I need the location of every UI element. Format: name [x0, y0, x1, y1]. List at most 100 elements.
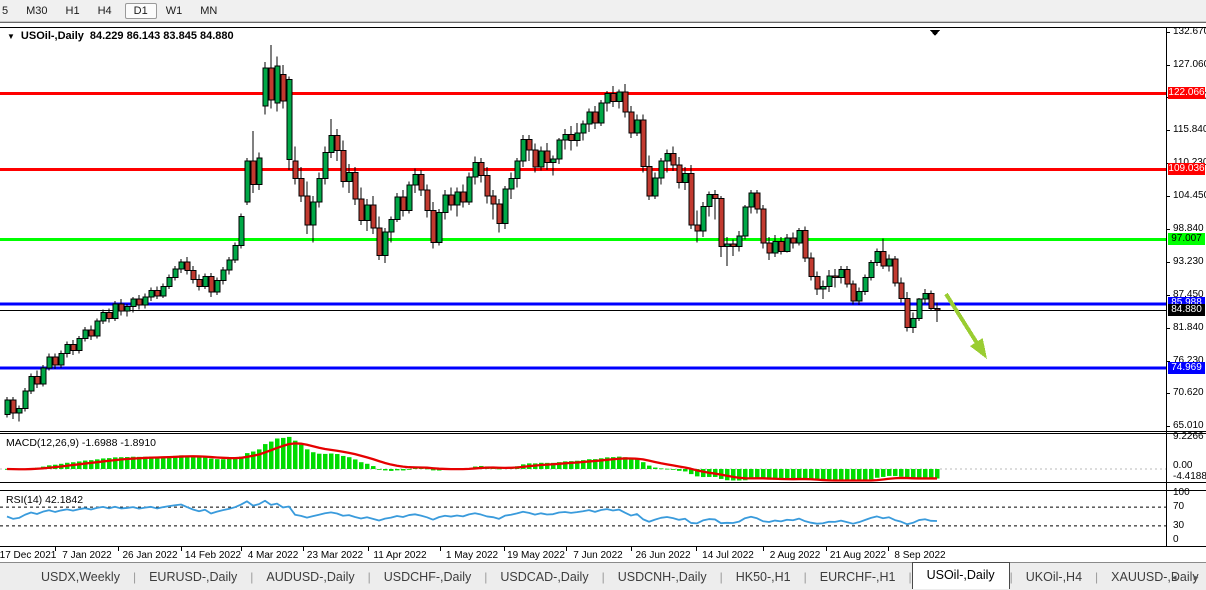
timeframe-button-m30[interactable]: M30: [26, 4, 48, 17]
tab-scroll-controls: ◄ ►: [1170, 573, 1200, 582]
price-line-label-74.969: 74.969: [1168, 361, 1205, 374]
tab-separator: |: [803, 569, 807, 584]
rsi-pane-top-border: [0, 490, 1206, 491]
date-label: 17 Dec 2021: [0, 550, 57, 561]
down-arrow-head[interactable]: [969, 338, 987, 359]
symbol-tab-xauusd-daily[interactable]: XAUUSD-,Daily: [1111, 569, 1199, 584]
macd-pane-canvas[interactable]: [0, 434, 1166, 482]
chart-title: ▼ USOil-,Daily 84.229 86.143 83.845 84.8…: [7, 30, 234, 42]
price-tick-label: 127.060: [1173, 58, 1206, 70]
price-tick-mark: [1167, 393, 1170, 395]
price-tick-mark: [1167, 360, 1170, 362]
date-label: 2 Aug 2022: [769, 550, 821, 561]
date-axis[interactable]: 17 Dec 2021 7 Jan 2022 26 Jan 2022 14 Feb 2…: [0, 547, 1166, 563]
date-label: 23 Mar 2022: [306, 550, 364, 561]
tab-scroll-right-icon[interactable]: ►: [1192, 573, 1200, 582]
date-tick-mark: [631, 547, 632, 551]
macd-axis-min: -4.4188: [1173, 471, 1206, 482]
symbol-tab-eurchf-h1[interactable]: EURCHF-,H1: [819, 569, 896, 584]
rsi-pane-canvas[interactable]: [0, 491, 1166, 546]
main-pane-bottom-border: [0, 431, 1206, 432]
date-label: 14 Feb 2022: [184, 550, 242, 561]
timeframe-toolbar: 5 M30 H1 H4 D1 W1 MN: [0, 0, 1206, 22]
price-chart-canvas[interactable]: [0, 28, 1166, 431]
date-tick-mark: [566, 547, 567, 551]
price-tick-label: 65.010: [1173, 419, 1204, 431]
macd-pane-top-border: [0, 433, 1206, 434]
price-tick-label: 110.230: [1173, 157, 1206, 168]
price-tick-mark: [1167, 32, 1170, 33]
symbol-tab-usoil-daily[interactable]: USOil-,Daily: [911, 561, 1010, 589]
timeframe-button-h4[interactable]: H4: [97, 4, 112, 17]
date-tick-mark: [241, 547, 242, 551]
rsi-pane-bottom-border: [0, 546, 1206, 547]
date-label: 7 Jun 2022: [573, 550, 623, 561]
collapse-triangle-icon[interactable]: ▼: [7, 31, 15, 41]
date-label: 19 May 2022: [507, 550, 565, 561]
price-tick-mark: [1167, 130, 1170, 131]
tab-separator: |: [908, 569, 912, 584]
price-tick-mark: [1167, 228, 1170, 230]
symbol-tab-usdcad-daily[interactable]: USDCAD-,Daily: [500, 569, 589, 584]
price-line-label-97.007: 97.007: [1168, 233, 1205, 246]
date-label: 7 Jan 2022: [62, 550, 112, 561]
price-line-label-122.066: 122.066: [1168, 87, 1205, 100]
price-tick-label: 87.450: [1173, 289, 1204, 301]
timeframe-button-mn[interactable]: MN: [200, 4, 218, 17]
date-tick-mark: [763, 547, 764, 551]
symbol-tab-hk50-h1[interactable]: HK50-,H1: [735, 569, 791, 584]
rsi-axis-100: 100: [1173, 487, 1190, 498]
date-label: 11 Apr 2022: [373, 550, 427, 561]
price-tick-mark: [1167, 196, 1170, 198]
date-label: 1 May 2022: [445, 550, 499, 561]
date-tick-mark: [181, 547, 182, 551]
symbol-tab-usdchf-daily[interactable]: USDCHF-,Daily: [383, 569, 472, 584]
down-arrow-annotation[interactable]: [944, 292, 979, 344]
rsi-axis-70: 70: [1173, 501, 1185, 512]
timeframe-button-w1[interactable]: W1: [165, 4, 183, 17]
symbol-tab-eurusd-daily[interactable]: EURUSD-,Daily: [149, 569, 238, 584]
rsi-axis-0: 0: [1173, 534, 1179, 545]
symbol-tab-usdx-weekly[interactable]: USDX,Weekly: [41, 569, 120, 584]
chart-window[interactable]: ▼ USOil-,Daily 84.229 86.143 83.845 84.8…: [0, 22, 1206, 563]
date-label: 14 Jul 2022: [702, 550, 754, 561]
macd-axis-max: 9.2266: [1173, 431, 1204, 442]
date-label: 8 Sep 2022: [894, 550, 946, 561]
price-axis[interactable]: 9.2266 0.00 -4.4188 100 70 30 0 132.670 1…: [1167, 26, 1206, 547]
price-line-label-109.036: 109.036: [1168, 163, 1205, 176]
macd-axis-zero: 0.00: [1173, 460, 1193, 471]
date-label: 4 Mar 2022: [247, 550, 299, 561]
symbol-tabbar: USDX,Weekly | EURUSD-,Daily | AUDUSD-,Daily |…: [0, 561, 1206, 590]
macd-indicator-label: MACD(12,26,9) -1.6988 -1.8910: [6, 437, 156, 449]
symbol-tab-ukoil-h4[interactable]: UKOil-,H4: [1025, 569, 1083, 584]
chart-shift-triangle-icon[interactable]: [930, 30, 940, 36]
timeframe-button-h1[interactable]: H1: [65, 4, 80, 17]
timeframe-button-5[interactable]: 5: [2, 4, 9, 17]
tab-separator: |: [132, 569, 137, 584]
date-tick-mark: [826, 547, 827, 551]
rsi-axis-30: 30: [1173, 520, 1185, 531]
tab-separator: |: [601, 569, 605, 584]
date-tick-mark: [118, 547, 119, 551]
tab-separator: |: [1009, 569, 1013, 584]
tab-separator: |: [719, 569, 723, 584]
price-tick-label: 115.840: [1173, 124, 1206, 135]
date-tick-mark: [368, 547, 369, 551]
price-tick-label: 93.230: [1173, 255, 1204, 267]
timeframe-button-d1[interactable]: D1: [124, 2, 157, 19]
price-tick-label: 98.840: [1173, 222, 1204, 234]
rsi-indicator-label: RSI(14) 42.1842: [6, 494, 84, 506]
main-pane-top-border: [0, 27, 1206, 28]
price-axis-border: [1166, 27, 1167, 546]
date-tick-mark: [696, 547, 697, 551]
price-tick-mark: [1167, 261, 1170, 263]
price-tick-label: 76.230: [1173, 354, 1204, 366]
date-tick-mark: [888, 547, 889, 551]
tab-separator: |: [484, 569, 488, 584]
symbol-tab-usdcnh-daily[interactable]: USDCNH-,Daily: [617, 569, 707, 584]
tab-scroll-left-icon[interactable]: ◄: [1170, 573, 1179, 582]
date-label: 21 Aug 2022: [829, 550, 887, 561]
symbol-tabbar-items: USDX,Weekly | EURUSD-,Daily | AUDUSD-,Daily |…: [28, 561, 1206, 589]
symbol-tab-audusd-daily[interactable]: AUDUSD-,Daily: [266, 569, 355, 584]
